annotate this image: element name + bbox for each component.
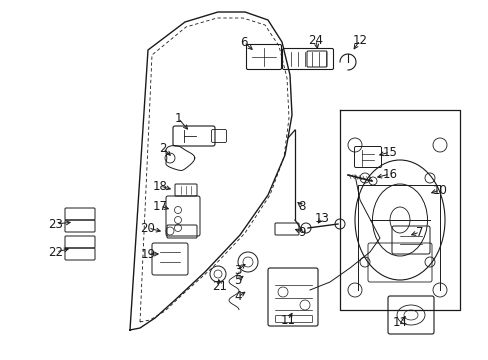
Text: 8: 8: [298, 199, 305, 212]
Text: 3: 3: [234, 264, 241, 276]
Text: 13: 13: [314, 212, 329, 225]
Text: 11: 11: [280, 314, 295, 327]
Text: 9: 9: [298, 225, 305, 239]
Text: 2: 2: [159, 141, 166, 154]
Text: 1: 1: [174, 112, 182, 125]
Text: 19: 19: [140, 248, 155, 261]
Text: 24: 24: [308, 33, 323, 46]
Text: 15: 15: [382, 145, 397, 158]
Text: 22: 22: [48, 246, 63, 258]
Text: 21: 21: [212, 279, 227, 292]
Text: 4: 4: [234, 291, 241, 303]
Text: 6: 6: [240, 36, 247, 49]
Text: 14: 14: [392, 315, 407, 328]
Text: 20: 20: [140, 221, 155, 234]
Text: 7: 7: [415, 225, 423, 239]
Text: 5: 5: [234, 274, 241, 287]
Text: 16: 16: [382, 167, 397, 180]
Text: 10: 10: [432, 184, 447, 197]
Text: 23: 23: [48, 217, 63, 230]
Text: 17: 17: [152, 199, 167, 212]
Text: 12: 12: [352, 33, 367, 46]
Text: 18: 18: [152, 180, 167, 193]
